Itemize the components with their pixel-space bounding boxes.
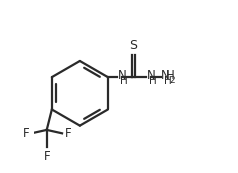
Text: F: F: [64, 127, 71, 140]
Text: N: N: [161, 69, 170, 82]
Text: N: N: [118, 69, 126, 82]
Text: H: H: [120, 76, 128, 86]
Text: H: H: [166, 69, 175, 82]
Text: F: F: [22, 127, 29, 140]
Text: N: N: [147, 69, 155, 82]
Text: 2: 2: [169, 76, 175, 85]
Text: H: H: [149, 76, 157, 86]
Text: H: H: [164, 76, 171, 86]
Text: S: S: [129, 39, 137, 52]
Text: F: F: [43, 150, 50, 163]
